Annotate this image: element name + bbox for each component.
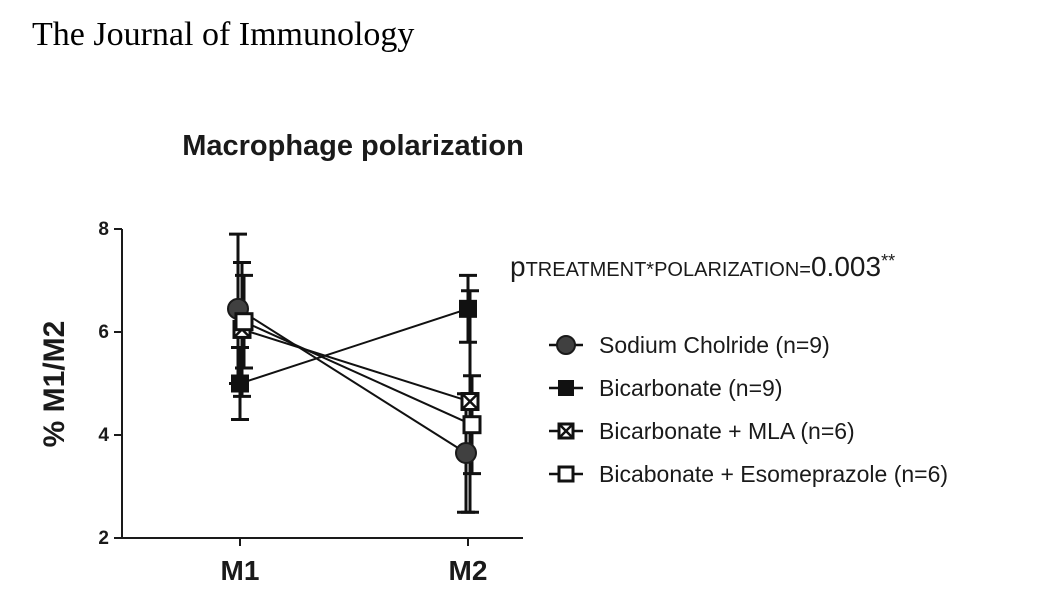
legend-label: Bicabonate + Esomeprazole (n=6) — [599, 461, 948, 487]
p-value: 0.003 — [811, 251, 881, 282]
data-point — [455, 442, 477, 465]
series-line — [243, 320, 473, 426]
legend-marker — [558, 380, 574, 396]
legend-item: Bicabonate + Esomeprazole (n=6) — [549, 461, 948, 487]
data-point — [234, 312, 254, 332]
data-point — [460, 392, 480, 412]
data-point — [459, 299, 477, 318]
marker-cross — [559, 424, 573, 438]
legend-label: Sodium Cholride (n=9) — [599, 332, 830, 358]
legend-marker — [557, 465, 575, 483]
marker-shape — [556, 335, 576, 355]
marker-shape — [462, 415, 482, 435]
y-tick-label: 6 — [98, 322, 109, 343]
y-tick-label: 8 — [98, 219, 109, 240]
chart-title: Macrophage polarization — [182, 130, 524, 162]
journal-title: The Journal of Immunology — [32, 16, 415, 53]
series-line — [241, 328, 471, 403]
marker-shape — [558, 380, 574, 396]
legend-item: Bicarbonate + MLA (n=6) — [549, 418, 855, 444]
p-symbol: p — [510, 251, 526, 282]
legend-marker — [557, 422, 575, 440]
y-tick-label: 4 — [98, 425, 109, 446]
series-line — [239, 307, 469, 385]
marker-shape — [557, 465, 575, 483]
legend-item: Bicarbonate (n=9) — [549, 375, 782, 401]
marker-shape — [231, 374, 249, 393]
legend-label: Bicarbonate (n=9) — [599, 375, 782, 401]
marker-shape — [234, 312, 254, 332]
plot-area — [227, 232, 482, 514]
legend: Sodium Cholride (n=9) Bicarbonate (n=9) Bi… — [549, 332, 948, 487]
x-tick-label: M2 — [449, 555, 488, 586]
legend-marker — [556, 335, 576, 355]
marker-shape — [455, 442, 477, 465]
p-value-annotation: pTREATMENT*POLARIZATION=0.003** — [510, 251, 895, 282]
series-line — [237, 307, 467, 454]
legend-label: Bicarbonate + MLA (n=6) — [599, 418, 855, 444]
data-point — [462, 415, 482, 435]
marker-shape — [459, 299, 477, 318]
axes: 2 4 6 8 M1 M2 — [98, 219, 523, 586]
marker-cross — [462, 393, 478, 410]
y-tick-label: 2 — [98, 528, 109, 549]
data-point — [231, 374, 249, 393]
p-stars: ** — [881, 251, 895, 271]
legend-item: Sodium Cholride (n=9) — [549, 332, 830, 358]
x-tick-label: M1 — [221, 555, 260, 586]
y-axis-label: % M1/M2 — [38, 321, 71, 448]
p-subscript: TREATMENT*POLARIZATION= — [526, 259, 811, 281]
